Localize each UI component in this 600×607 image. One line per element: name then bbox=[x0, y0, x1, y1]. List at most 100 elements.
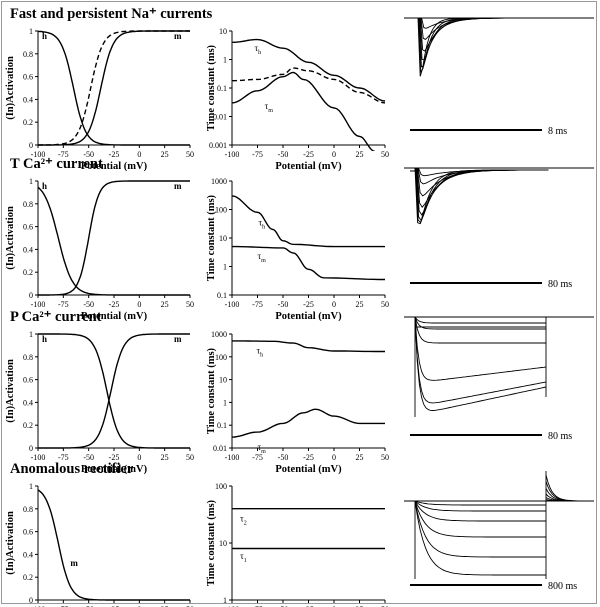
x-tick-label: -50 bbox=[278, 605, 289, 607]
y-axis-label: Time constant (ms) bbox=[206, 194, 217, 281]
x-tick-label: -100 bbox=[31, 605, 46, 607]
tau-plot: 0.001 0.01 0.1 1 10 -100 -75 -50 -25 0 25 50 Potenti… bbox=[206, 27, 389, 172]
x-tick-label: 50 bbox=[186, 150, 194, 159]
tau-label: τ1 bbox=[240, 551, 247, 564]
x-tick-label: 0 bbox=[137, 150, 141, 159]
tau-curve bbox=[232, 38, 386, 102]
tau-label: τm bbox=[265, 101, 274, 114]
trace bbox=[414, 316, 547, 411]
x-tick-label: -25 bbox=[109, 300, 120, 309]
current-traces: 800 ms bbox=[404, 471, 594, 592]
x-tick-label: 0 bbox=[137, 453, 141, 462]
y-axis-label: Time constant (ms) bbox=[206, 499, 217, 586]
y-tick-label: 0 bbox=[29, 444, 33, 453]
x-tick-label: -25 bbox=[303, 453, 314, 462]
x-tick-label: -75 bbox=[58, 605, 69, 607]
y-tick-label: 1 bbox=[29, 27, 33, 36]
tau-curve bbox=[232, 67, 386, 104]
x-tick-label: 25 bbox=[161, 453, 169, 462]
x-tick-label: 50 bbox=[381, 605, 389, 607]
x-tick-label: -75 bbox=[58, 300, 69, 309]
x-tick-label: 50 bbox=[381, 453, 389, 462]
x-tick-label: -75 bbox=[58, 453, 69, 462]
x-axis-label: Potential (mV) bbox=[275, 464, 342, 475]
activation-plot: 00.20.40.60.81-100-75-50-2502550Potentia… bbox=[5, 482, 194, 607]
tau-curve bbox=[232, 245, 385, 281]
x-tick-label: -25 bbox=[303, 150, 314, 159]
y-tick-label: 0.2 bbox=[23, 268, 33, 277]
x-tick-label: 25 bbox=[356, 453, 364, 462]
x-axis-label: Potential (mV) bbox=[275, 161, 342, 172]
x-tick-label: -75 bbox=[252, 605, 263, 607]
x-tick-label: -50 bbox=[83, 453, 94, 462]
y-tick-label: 10 bbox=[219, 234, 227, 243]
y-tick-label: 10 bbox=[219, 376, 227, 385]
tau-label: τm bbox=[258, 251, 267, 264]
curve-label: h bbox=[42, 31, 47, 41]
h-curve bbox=[37, 30, 190, 146]
x-tick-label: -25 bbox=[303, 605, 314, 607]
tau-label: τ2 bbox=[240, 513, 247, 526]
x-tick-label: 50 bbox=[186, 453, 194, 462]
curve-label: m bbox=[174, 31, 182, 41]
y-tick-label: 0.6 bbox=[23, 223, 33, 232]
x-axis-label: Potential (mV) bbox=[81, 161, 148, 172]
x-tick-label: -25 bbox=[109, 605, 120, 607]
x-tick-label: 0 bbox=[137, 605, 141, 607]
x-tick-label: -50 bbox=[278, 300, 289, 309]
y-tick-label: 1000 bbox=[211, 177, 227, 186]
tau-plot: 0.1 1 10 100 1000 -100 -75 -50 -25 0 25 50 Potential… bbox=[206, 177, 389, 322]
m-curve bbox=[38, 30, 190, 146]
trace bbox=[414, 500, 546, 576]
trace bbox=[414, 500, 546, 522]
y-tick-label: 0.6 bbox=[23, 376, 33, 385]
trace bbox=[414, 500, 546, 506]
x-tick-label: 0 bbox=[332, 150, 336, 159]
y-tick-label: 0.1 bbox=[217, 291, 227, 300]
trace bbox=[414, 316, 547, 404]
y-tick-label: 1 bbox=[223, 56, 227, 65]
m-curve bbox=[38, 180, 190, 296]
tail-trace bbox=[545, 488, 586, 502]
y-tick-label: 0 bbox=[29, 596, 33, 605]
current-traces: 8 ms bbox=[404, 17, 594, 137]
curve-label: m bbox=[174, 181, 182, 191]
y-axis-label: (In)Activation bbox=[5, 511, 16, 575]
current-traces: 80 ms bbox=[404, 167, 594, 290]
trace bbox=[412, 17, 510, 29]
y-axis-label: (In)Activation bbox=[5, 206, 16, 270]
trace bbox=[414, 316, 546, 344]
x-tick-label: 50 bbox=[186, 300, 194, 309]
y-tick-label: 1 bbox=[223, 596, 227, 605]
h-curve bbox=[37, 186, 190, 296]
x-tick-label: -100 bbox=[225, 300, 240, 309]
x-axis-label: Potential (mV) bbox=[81, 464, 148, 475]
y-tick-label: 0.8 bbox=[23, 353, 33, 362]
y-tick-label: 0.001 bbox=[209, 141, 227, 150]
y-axis-label: (In)Activation bbox=[5, 56, 16, 120]
m-curve bbox=[37, 489, 190, 601]
trace bbox=[412, 17, 506, 77]
y-tick-label: 0.4 bbox=[23, 550, 33, 559]
y-tick-label: 100 bbox=[215, 482, 227, 491]
x-tick-label: -75 bbox=[252, 150, 263, 159]
trace bbox=[412, 17, 509, 40]
tau-label: τh bbox=[254, 43, 261, 56]
panel-3: Anomalous rectifier00.20.40.60.81-100-75… bbox=[5, 461, 594, 607]
tau-curve bbox=[232, 195, 385, 248]
panel-title: P Ca²⁺ current bbox=[10, 309, 102, 325]
panel-0: Fast and persistent Na⁺ currents00.20.40… bbox=[5, 6, 594, 172]
tau-label: τh bbox=[259, 217, 266, 230]
curve-label: m bbox=[174, 334, 182, 344]
x-tick-label: -50 bbox=[278, 150, 289, 159]
scale-bar-label: 800 ms bbox=[548, 581, 577, 592]
x-tick-label: 0 bbox=[137, 300, 141, 309]
x-tick-label: -100 bbox=[225, 605, 240, 607]
x-tick-label: 0 bbox=[332, 453, 336, 462]
y-tick-label: 1 bbox=[29, 177, 33, 186]
trace bbox=[414, 500, 546, 512]
tau-plot: 0.01 0.1 1 10 100 1000 -100 -75 -50 -25 0 25 50 Poten… bbox=[206, 330, 389, 475]
trace bbox=[414, 316, 546, 330]
m-curve bbox=[38, 333, 190, 449]
